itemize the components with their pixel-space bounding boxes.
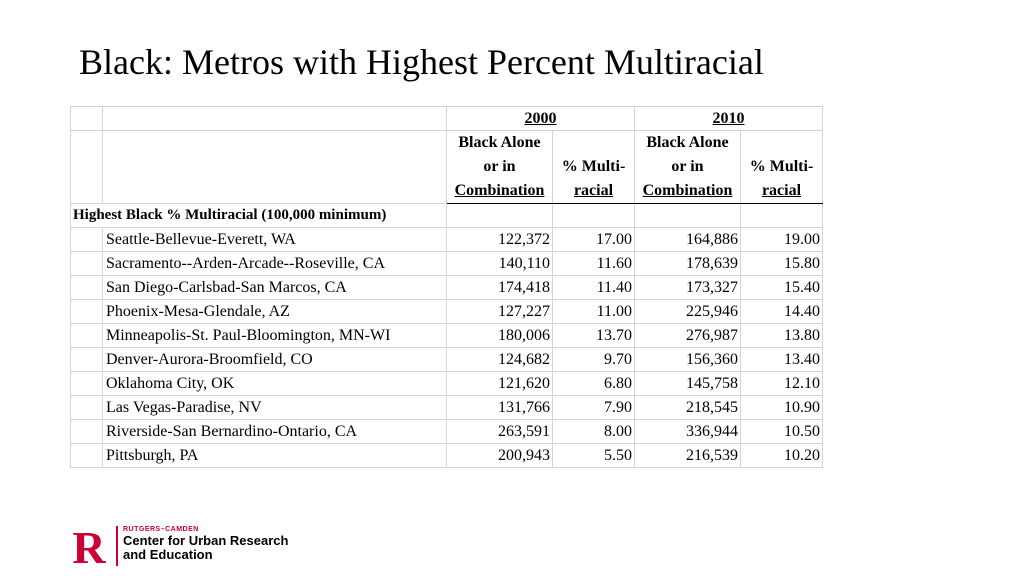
pct-2000: 9.70 [552, 347, 635, 372]
table-row: Pittsburgh, PA 200,943 5.50 216,539 10.20 [70, 443, 823, 468]
metro-name: Oklahoma City, OK [102, 371, 447, 396]
pct-2010: 10.50 [740, 419, 823, 444]
pop-2010: 225,946 [634, 299, 741, 324]
pct-header-2010: % Multi-racial [740, 130, 823, 204]
section-row: Highest Black % Multiracial (100,000 min… [70, 203, 823, 228]
row-index-cell [70, 251, 103, 276]
table-row: San Diego-Carlsbad-San Marcos, CA 174,418… [70, 275, 823, 300]
metro-name: San Diego-Carlsbad-San Marcos, CA [102, 275, 447, 300]
logo-line-1: Center for Urban Research [123, 533, 289, 548]
pct-header-2000: % Multi-racial [552, 130, 635, 204]
pct-2000: 11.00 [552, 299, 635, 324]
column-header-row: Black Alone or in Combination % Multi-raci… [70, 130, 823, 204]
pct-2000: 11.40 [552, 275, 635, 300]
logo-text: RUTGERS–CAMDEN Center for Urban Research… [123, 525, 288, 562]
pop-2000: 174,418 [446, 275, 553, 300]
pop-2010: 336,944 [634, 419, 741, 444]
pct-2000: 7.90 [552, 395, 635, 420]
alone-header-2000: Black Alone or in Combination [446, 130, 553, 204]
table-row: Phoenix-Mesa-Glendale, AZ 127,227 11.00 225… [70, 299, 823, 324]
metro-name: Phoenix-Mesa-Glendale, AZ [102, 299, 447, 324]
metro-name: Seattle-Bellevue-Everett, WA [102, 227, 447, 252]
row-index-cell [70, 395, 103, 420]
pop-2010: 164,886 [634, 227, 741, 252]
pop-2010: 276,987 [634, 323, 741, 348]
row-index-cell [70, 323, 103, 348]
metro-name: Sacramento--Arden-Arcade--Roseville, CA [102, 251, 447, 276]
pop-2010: 216,539 [634, 443, 741, 468]
year-2010-header: 2010 [634, 106, 823, 131]
pop-2000: 263,591 [446, 419, 553, 444]
pct-2000: 13.70 [552, 323, 635, 348]
row-index-cell [70, 443, 103, 468]
section-label: Highest Black % Multiracial (100,000 min… [70, 203, 447, 228]
pct-2010: 13.40 [740, 347, 823, 372]
pct-2010: 12.10 [740, 371, 823, 396]
table-row: Denver-Aurora-Broomfield, CO 124,682 9.70 1… [70, 347, 823, 372]
metro-name: Las Vegas-Paradise, NV [102, 395, 447, 420]
pct-2010: 19.00 [740, 227, 823, 252]
metro-name: Pittsburgh, PA [102, 443, 447, 468]
logo-divider [116, 526, 118, 566]
pct-2000: 6.80 [552, 371, 635, 396]
pct-2000: 5.50 [552, 443, 635, 468]
table-row: Seattle-Bellevue-Everett, WA 122,372 17.00… [70, 227, 823, 252]
row-index-cell [70, 419, 103, 444]
table-row: Riverside-San Bernardino-Ontario, CA 263,… [70, 419, 823, 444]
pop-2010: 218,545 [634, 395, 741, 420]
pop-2000: 180,006 [446, 323, 553, 348]
rutgers-r-icon: R [72, 526, 106, 566]
row-index-cell [70, 275, 103, 300]
pct-2000: 8.00 [552, 419, 635, 444]
pct-2000: 17.00 [552, 227, 635, 252]
table-row: Las Vegas-Paradise, NV 131,766 7.90 218,545… [70, 395, 823, 420]
pct-2000: 11.60 [552, 251, 635, 276]
pct-2010: 10.20 [740, 443, 823, 468]
data-table: 2000 2010 Black Alone or in Combination % … [70, 106, 823, 468]
pct-2010: 13.80 [740, 323, 823, 348]
metro-name: Minneapolis-St. Paul-Bloomington, MN-WI [102, 323, 447, 348]
pop-2000: 124,682 [446, 347, 553, 372]
table-body: Seattle-Bellevue-Everett, WA 122,372 17.00… [70, 227, 823, 468]
svg-text:R: R [72, 526, 106, 566]
logo-subtitle: RUTGERS–CAMDEN [123, 526, 199, 533]
row-index-cell [70, 347, 103, 372]
year-header-row: 2000 2010 [70, 106, 823, 131]
table-row: Minneapolis-St. Paul-Bloomington, MN-WI 1… [70, 323, 823, 348]
metro-name: Riverside-San Bernardino-Ontario, CA [102, 419, 447, 444]
page-title: Black: Metros with Highest Percent Multi… [79, 42, 764, 82]
row-index-cell [70, 371, 103, 396]
table-row: Sacramento--Arden-Arcade--Roseville, CA 1… [70, 251, 823, 276]
pop-2010: 178,639 [634, 251, 741, 276]
pop-2000: 200,943 [446, 443, 553, 468]
pop-2000: 121,620 [446, 371, 553, 396]
pop-2010: 145,758 [634, 371, 741, 396]
pop-2000: 127,227 [446, 299, 553, 324]
pop-2010: 156,360 [634, 347, 741, 372]
pct-2010: 10.90 [740, 395, 823, 420]
pop-2000: 140,110 [446, 251, 553, 276]
year-2000-header: 2000 [446, 106, 635, 131]
row-index-cell [70, 299, 103, 324]
pct-2010: 15.40 [740, 275, 823, 300]
table-row: Oklahoma City, OK 121,620 6.80 145,758 12.10 [70, 371, 823, 396]
alone-header-2010: Black Alone or in Combination [634, 130, 741, 204]
row-index-cell [70, 227, 103, 252]
metro-name: Denver-Aurora-Broomfield, CO [102, 347, 447, 372]
pop-2010: 173,327 [634, 275, 741, 300]
pop-2000: 131,766 [446, 395, 553, 420]
pct-2010: 14.40 [740, 299, 823, 324]
pop-2000: 122,372 [446, 227, 553, 252]
pct-2010: 15.80 [740, 251, 823, 276]
logo-line-2: and Education [123, 547, 213, 562]
